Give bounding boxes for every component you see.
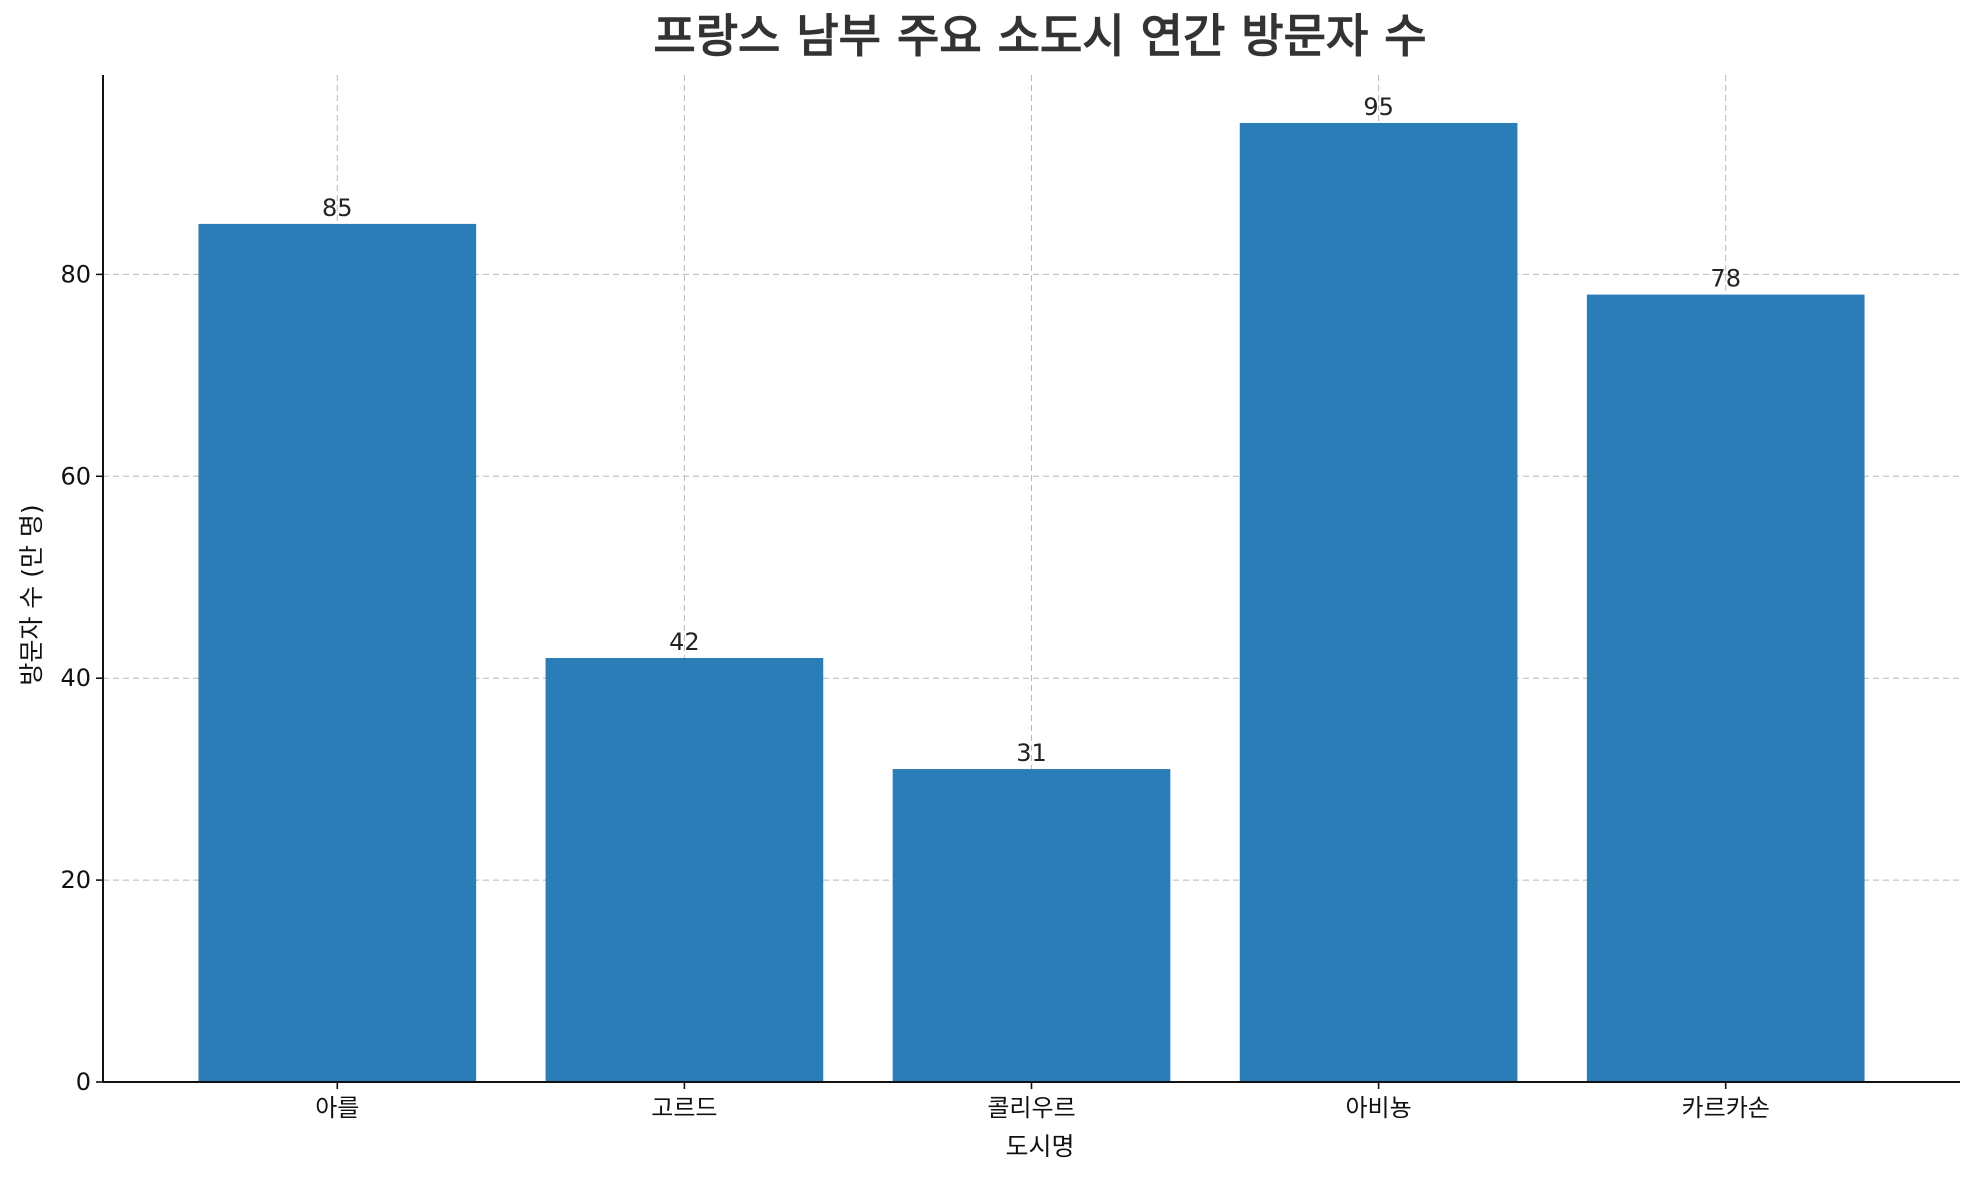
bar [1239, 122, 1518, 1082]
y-tick-label: 20 [60, 866, 91, 894]
bar-value-label: 31 [1016, 739, 1047, 767]
bar-value-label: 42 [669, 628, 700, 656]
axis-layer [96, 75, 1960, 1089]
bar [892, 769, 1171, 1082]
bar-value-label: 78 [1710, 265, 1741, 293]
y-tick-label: 40 [60, 664, 91, 692]
chart-title: 프랑스 남부 주요 소도시 연간 방문자 수 [653, 9, 1426, 63]
x-tick-label: 아를 [315, 1094, 359, 1122]
bar [198, 223, 477, 1082]
x-tick-label: 아비뇽 [1345, 1094, 1411, 1122]
y-tick-label: 60 [60, 462, 91, 490]
bar-value-label: 95 [1363, 93, 1394, 121]
bar-value-label: 85 [322, 194, 353, 222]
y-tick-label: 0 [76, 1068, 91, 1096]
bars-layer [198, 122, 1865, 1083]
x-tick-label: 카르카손 [1682, 1094, 1770, 1122]
labels-layer: 0 20 40 60 80 85 42 31 95 78 아를 고르드 콜리우르 아비뇽 카르카손 [60, 93, 1769, 1122]
bar [545, 658, 824, 1082]
y-axis-label: 방문자 수 (만 명) [17, 504, 46, 685]
x-tick-label: 고르드 [651, 1094, 717, 1122]
bar [1586, 294, 1865, 1083]
y-tick-label: 80 [60, 260, 91, 288]
x-tick-label: 콜리우르 [987, 1094, 1075, 1122]
x-axis-label: 도시명 [1005, 1132, 1074, 1161]
